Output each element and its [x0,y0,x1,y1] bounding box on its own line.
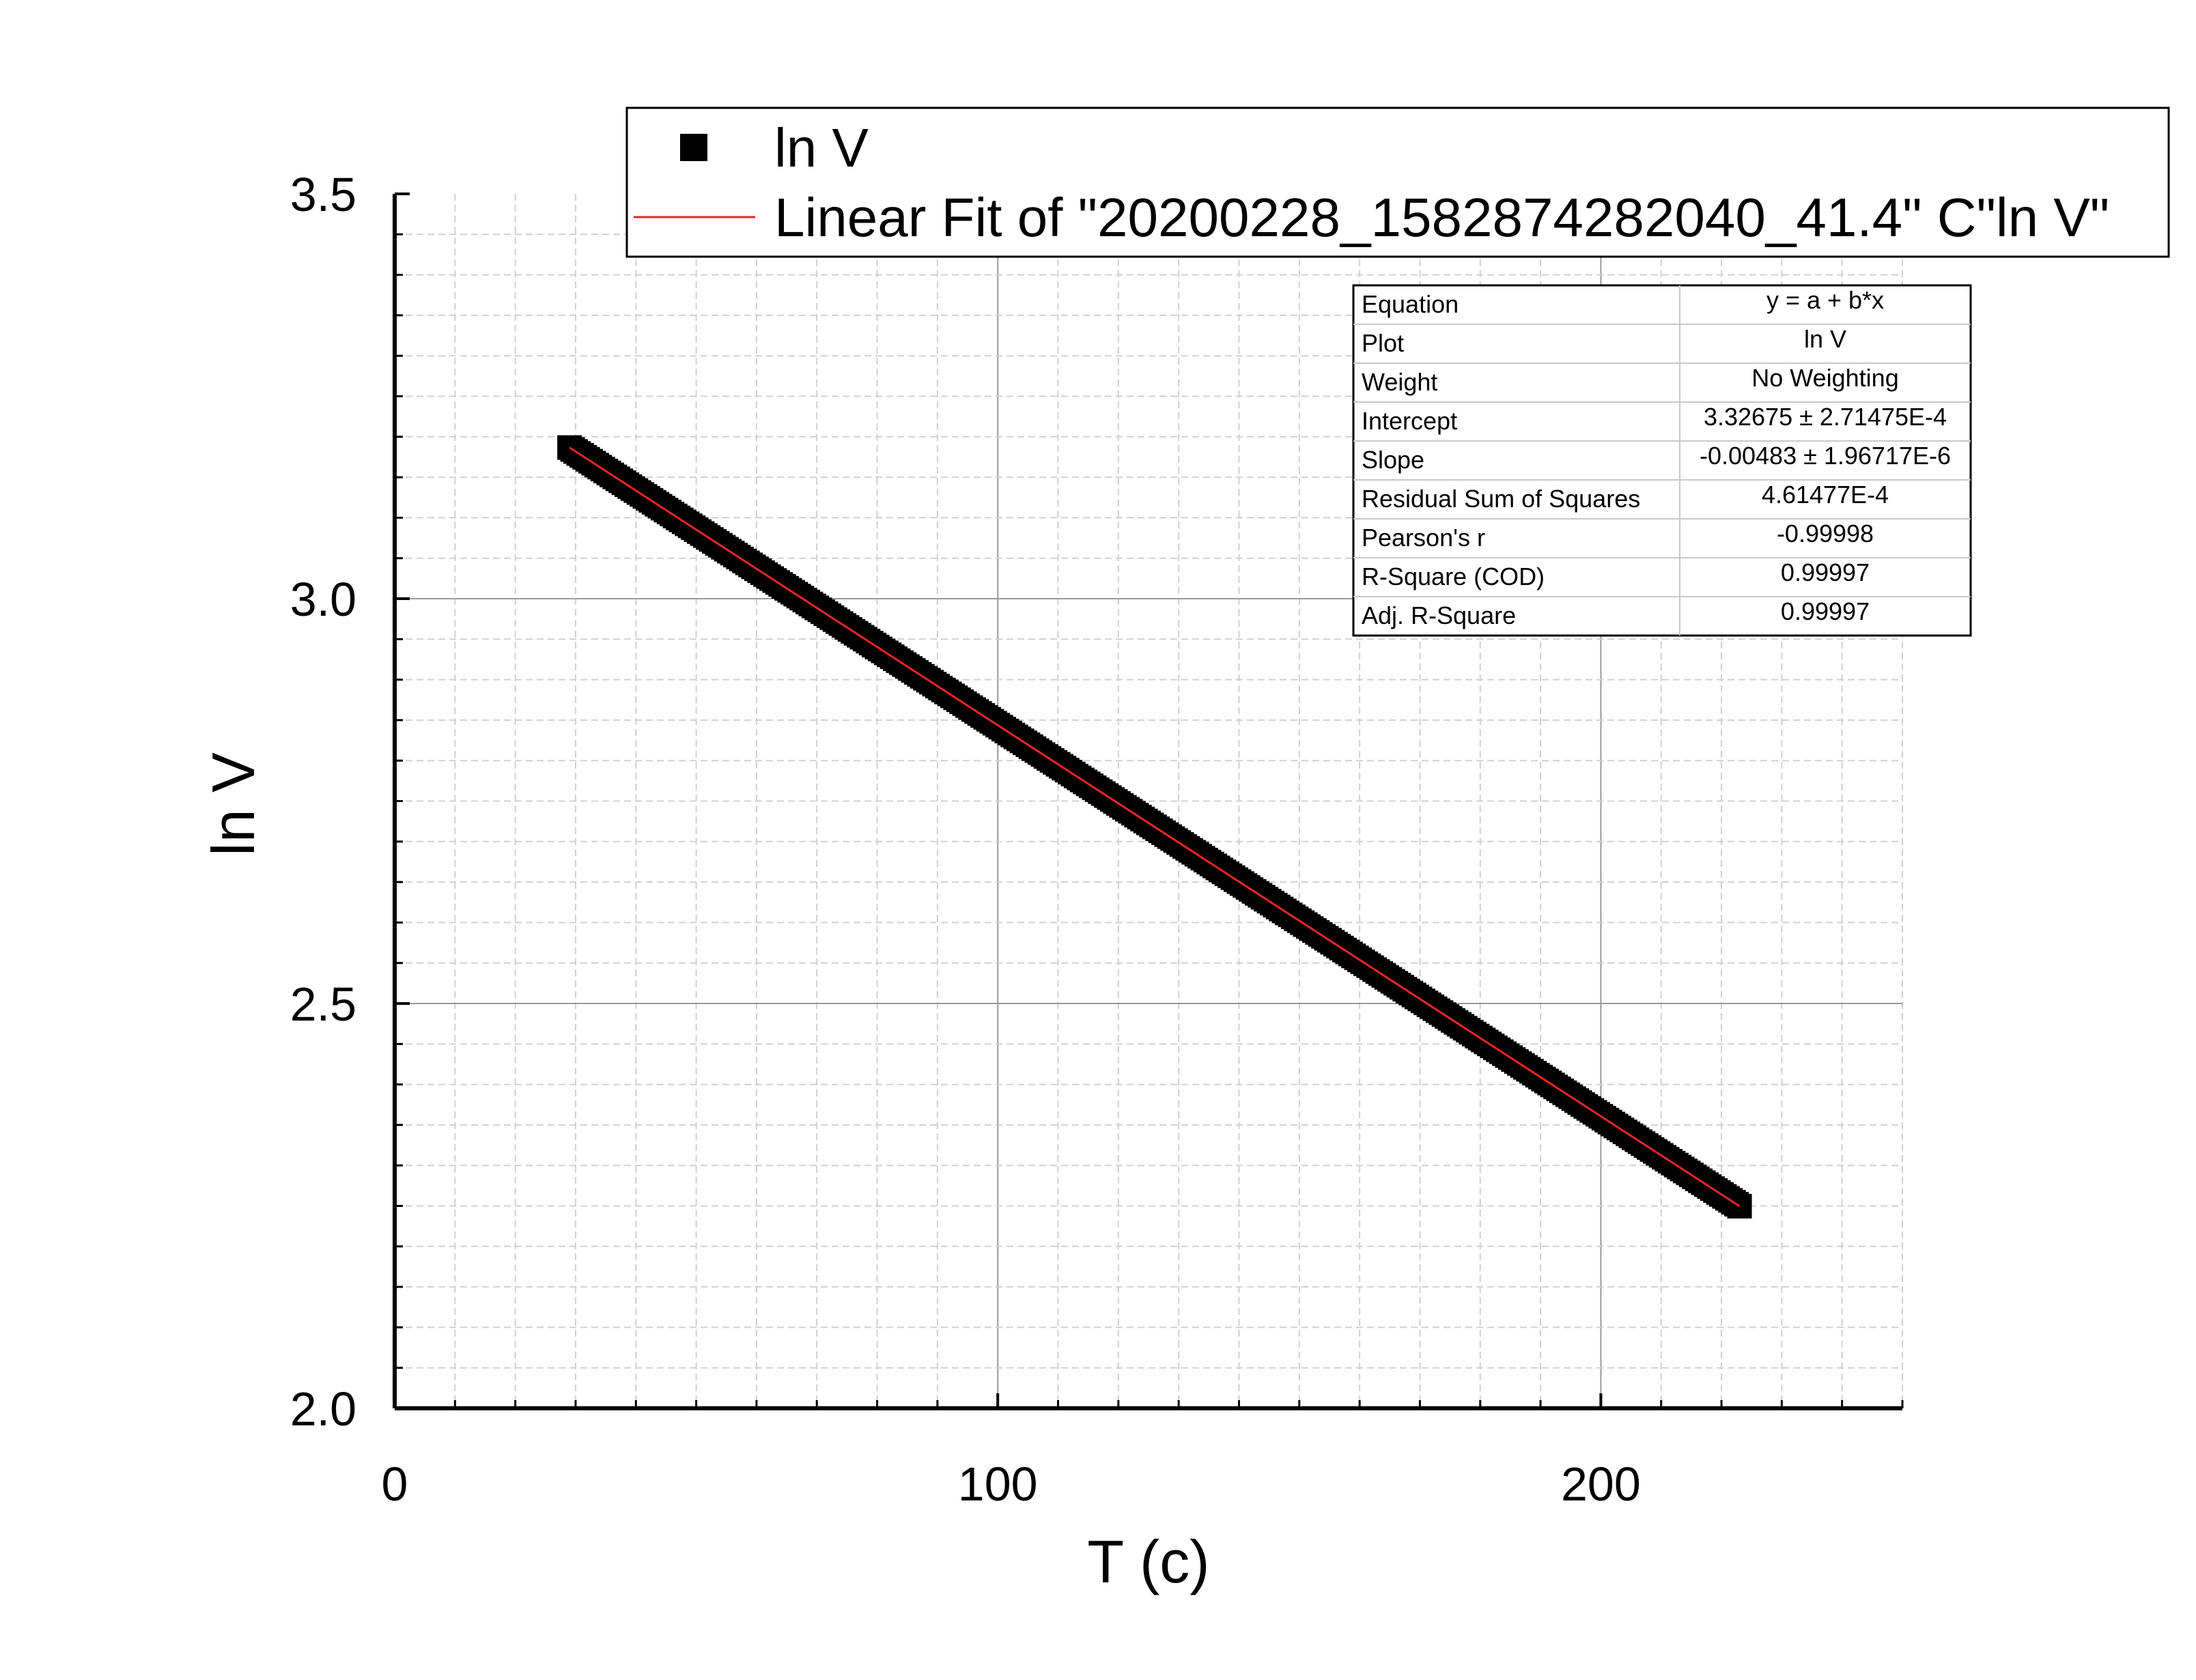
table-cell-label: R-Square (COD) [1362,563,1545,590]
table-cell-value: ln V [1804,325,1846,353]
table-cell-label: Equation [1362,290,1459,318]
legend-entry-linear-fit: Linear Fit of "20200228_1582874282040_41… [774,187,2109,248]
fit-line [569,446,1741,1208]
table-cell-value: 3.32675 ± 2.71475E-4 [1704,403,1947,431]
x-tick-label: 0 [382,1457,408,1511]
table-cell-value: No Weighting [1751,364,1898,392]
x-tick-label: 100 [958,1457,1038,1511]
table-cell-value: y = a + b*x [1766,286,1884,314]
table-cell-value: 0.99997 [1781,558,1870,586]
table-cell-label: Slope [1362,446,1424,474]
y-tick-label: 3.5 [290,168,356,221]
table-cell-label: Plot [1362,329,1404,357]
table-cell-label: Weight [1362,368,1437,396]
y-tick-label: 2.0 [290,1382,356,1436]
table-cell-label: Residual Sum of Squares [1362,485,1640,513]
table-cell-value: 0.99997 [1781,597,1870,625]
fit-results-table: Equation y = a + b*x Plot ln V Weight No Weig… [1352,284,1972,637]
axes [393,193,1904,1410]
table-cell-label: Intercept [1362,407,1457,435]
legend-box [625,106,2170,258]
y-tick-label: 2.5 [290,978,356,1031]
y-tick-label: 3.0 [290,573,356,626]
legend-marker-square [680,134,707,161]
y-axis-title: ln V [199,752,267,856]
legend-entry-ln-v: ln V [774,117,869,178]
x-tick-label: 200 [1561,1457,1641,1511]
x-axis-title: T (c) [1087,1528,1209,1595]
tick-labels: 0 100 200 2.0 2.5 3.0 3.5 [290,168,1641,1511]
series-linear-fit [569,446,1741,1208]
table-cell-label: Adj. R-Square [1362,601,1516,629]
table-border [1352,284,1972,637]
table-cell-value: 4.61477E-4 [1762,481,1889,509]
legend: ln V Linear Fit of "20200228_15828742820… [625,106,2170,258]
table-cell-value: -0.00483 ± 1.96717E-6 [1700,442,1951,470]
table-cell-value: -0.99998 [1777,519,1874,547]
table-cell-label: Pearson's r [1362,524,1485,552]
